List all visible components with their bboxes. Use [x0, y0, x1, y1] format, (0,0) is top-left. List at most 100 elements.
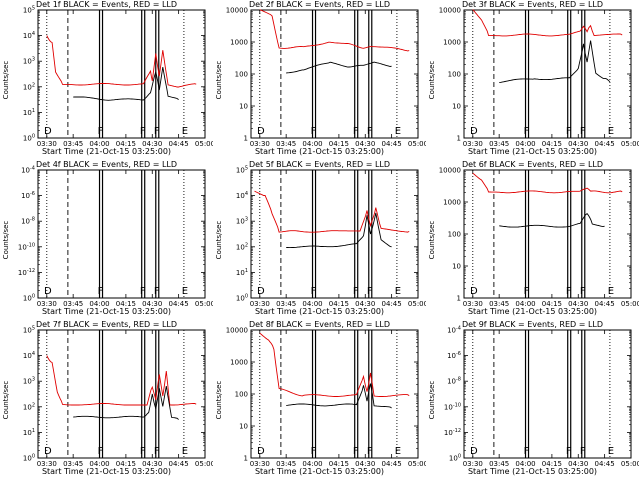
y-tick-label: 10-8	[447, 377, 461, 386]
plot-area: 100 101 102 103 104 105 03:30 03:45 04:00 04:15 04…	[23, 326, 213, 469]
x-tick-label: 04:00	[302, 300, 322, 308]
y-tick-label: 10-4	[21, 166, 35, 175]
x-tick-label: 03:45	[63, 460, 83, 468]
y-tick-label: 10-10	[444, 402, 461, 411]
y-tick-label: 10	[452, 263, 461, 271]
x-tick-label: 04:45	[382, 140, 402, 148]
x-tick-label: 05:00	[195, 460, 213, 468]
x-tick-label: 04:30	[568, 140, 588, 148]
event-marker-label: F	[566, 446, 572, 457]
y-tick-label: 1	[244, 135, 248, 143]
x-tick-label: 03:30	[37, 140, 57, 148]
event-marker-label: E	[395, 126, 401, 137]
event-marker-label: E	[608, 126, 614, 137]
x-tick-label: 04:45	[595, 140, 615, 148]
event-marker-label: D	[470, 126, 478, 137]
panel-title: Det 3f BLACK = Events, RED = LLD	[461, 0, 604, 9]
event-marker-label: D	[44, 286, 52, 297]
panel-title: Det 1f BLACK = Events, RED = LLD	[35, 0, 178, 9]
x-tick-label: 04:15	[116, 140, 136, 148]
y-tick-label: 10-4	[447, 326, 461, 335]
x-axis-label: Start Time (21-Oct-15 03:25:00)	[254, 467, 385, 476]
plot-frame	[37, 9, 206, 139]
plot-area: 100 10-12 10-10 10-8 10-6 10-4 03:30 03:45 04:00…	[18, 166, 213, 309]
y-tick-label: 102	[23, 82, 35, 91]
x-axis-label: Start Time (21-Oct-15 03:25:00)	[254, 147, 385, 156]
events-series-line	[73, 67, 179, 101]
panel-title: Det 8f BLACK = Events, RED = LLD	[248, 320, 391, 329]
x-tick-label: 04:15	[542, 460, 562, 468]
event-marker-label: E	[182, 286, 188, 297]
event-marker-label: E	[182, 446, 188, 457]
x-tick-label: 04:30	[142, 300, 162, 308]
y-tick-label: 1	[457, 135, 461, 143]
y-tick-label: 100	[235, 71, 248, 79]
y-tick-label: 100	[23, 134, 35, 143]
x-tick-label: 04:30	[142, 140, 162, 148]
plot-frame	[37, 329, 206, 459]
y-tick-label: 10-12	[444, 428, 461, 437]
event-marker-label: F	[353, 446, 359, 457]
event-marker-label: E	[608, 446, 614, 457]
plot-area: 1 10 100 1000 10000 03:30 03:45 04:00 04:15 04:30…	[226, 327, 426, 469]
x-axis-label: Start Time (21-Oct-15 03:25:00)	[467, 307, 598, 316]
x-tick-label: 04:15	[329, 460, 349, 468]
event-marker-label: F	[566, 126, 572, 137]
y-tick-label: 102	[236, 242, 248, 251]
y-tick-label: 100	[448, 71, 461, 79]
event-marker-label: D	[470, 286, 478, 297]
x-axis-label: Start Time (21-Oct-15 03:25:00)	[41, 307, 172, 316]
lld-series-line	[46, 35, 197, 88]
plot-frame	[463, 169, 632, 299]
x-tick-label: 04:45	[382, 300, 402, 308]
x-tick-label: 05:00	[408, 460, 426, 468]
plot-frame	[463, 9, 632, 139]
events-series-line	[499, 212, 605, 228]
panel-title: Det 7f BLACK = Events, RED = LLD	[35, 320, 178, 329]
x-tick-label: 04:45	[169, 140, 189, 148]
x-tick-label: 03:45	[489, 300, 509, 308]
y-tick-label: 1000	[443, 199, 461, 207]
x-tick-label: 03:30	[463, 140, 483, 148]
event-marker-label: F	[311, 446, 317, 457]
event-marker-label: D	[470, 446, 478, 457]
x-tick-label: 04:00	[302, 140, 322, 148]
events-series-line	[73, 386, 179, 420]
events-series-line	[499, 40, 611, 84]
x-tick-label: 04:30	[142, 460, 162, 468]
event-marker-label: F	[367, 286, 373, 297]
lld-series-line	[259, 9, 410, 52]
y-tick-label: 10000	[226, 327, 248, 335]
x-tick-label: 04:00	[302, 460, 322, 468]
event-marker-label: D	[44, 446, 52, 457]
y-tick-label: 10	[239, 423, 248, 431]
x-tick-label: 03:45	[489, 140, 509, 148]
event-marker-label: E	[608, 286, 614, 297]
plot-area: 1 10 100 1000 10000 03:30 03:45 04:00 04:15 04:30…	[226, 7, 426, 149]
event-marker-label: F	[311, 286, 317, 297]
event-marker-label: F	[353, 126, 359, 137]
y-tick-label: 103	[236, 217, 248, 226]
x-tick-label: 03:45	[63, 300, 83, 308]
x-tick-label: 03:30	[463, 300, 483, 308]
x-tick-label: 05:00	[621, 460, 639, 468]
event-marker-label: F	[154, 446, 160, 457]
event-marker-label: F	[154, 126, 160, 137]
x-tick-label: 05:00	[408, 300, 426, 308]
y-tick-label: 1000	[443, 39, 461, 47]
lld-series-line	[46, 355, 197, 406]
events-series-line	[286, 383, 392, 409]
x-tick-label: 03:30	[250, 140, 270, 148]
x-tick-label: 04:15	[329, 300, 349, 308]
y-tick-label: 10	[452, 103, 461, 111]
y-tick-label: 101	[23, 108, 35, 117]
event-marker-label: F	[580, 446, 586, 457]
y-tick-label: 10-6	[447, 351, 461, 360]
event-marker-label: D	[257, 446, 265, 457]
x-tick-label: 04:15	[116, 300, 136, 308]
plot-frame	[463, 329, 632, 459]
event-marker-label: F	[524, 126, 530, 137]
detector-panel: Det 1f BLACK = Events, RED = LLD Start Ti…	[0, 0, 213, 160]
x-tick-label: 04:30	[568, 460, 588, 468]
